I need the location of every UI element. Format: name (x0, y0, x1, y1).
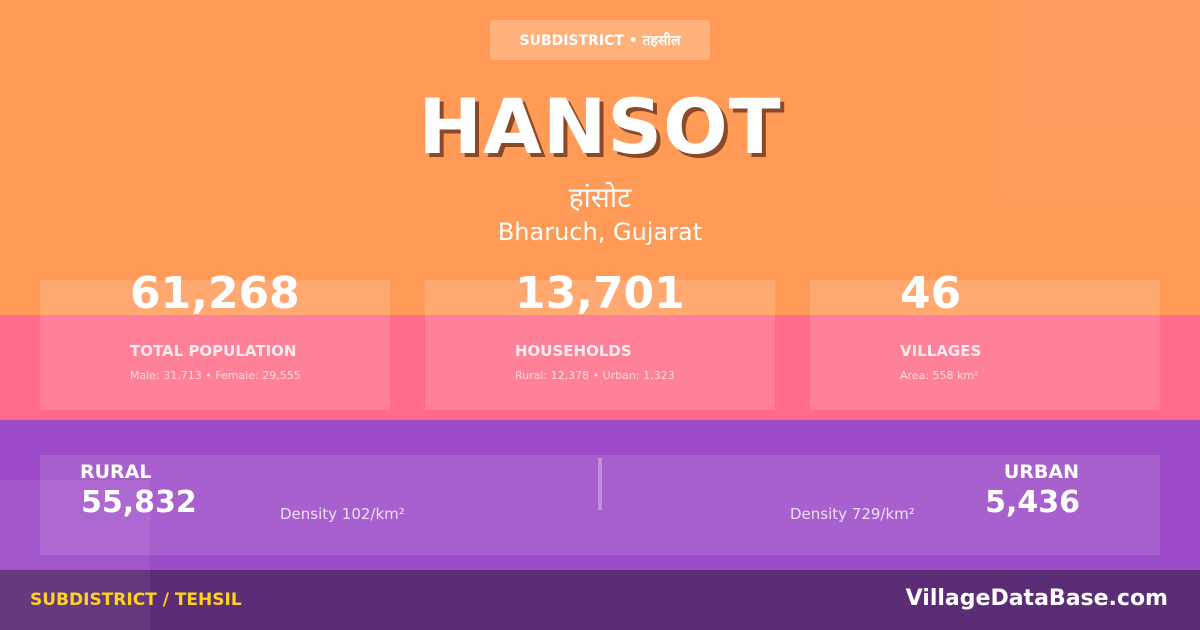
stat-sub: Area: 558 km² (900, 369, 979, 382)
decorative-square (1000, 0, 1200, 200)
site-brand: VillageDataBase.com (905, 586, 1168, 611)
stat-value: 13,701 (515, 268, 685, 319)
title-hindi: हांसोट (568, 181, 632, 214)
rural-label: RURAL (80, 461, 152, 483)
rural-urban-panel (40, 455, 1160, 555)
decorative-square (0, 480, 150, 630)
stat-value: 46 (900, 268, 962, 319)
rural-density: Density 102/km² (280, 505, 405, 523)
location: Bharuch, Gujarat (497, 218, 703, 246)
stat-sub: Rural: 12,378 • Urban: 1,323 (515, 369, 675, 382)
top-band (0, 0, 1200, 315)
stat-label: TOTAL POPULATION (130, 342, 297, 360)
urban-value: 5,436 (985, 485, 1080, 520)
stat-card-population: 61,268 TOTAL POPULATION Male: 31,713 • F… (40, 268, 390, 410)
type-badge: SUBDISTRICT • तहसील (490, 20, 710, 60)
stat-card-villages: 46 VILLAGES Area: 558 km² (810, 268, 1160, 410)
stat-card-households: 13,701 HOUSEHOLDS Rural: 12,378 • Urban:… (425, 268, 775, 410)
stat-sub: Male: 31,713 • Female: 29,555 (130, 369, 301, 382)
rural-value: 55,832 (81, 485, 197, 520)
stat-label: HOUSEHOLDS (515, 342, 632, 360)
urban-label: URBAN (1003, 461, 1079, 483)
stat-value: 61,268 (130, 268, 300, 319)
page-title: HANSOT (418, 82, 782, 171)
stat-label: VILLAGES (900, 342, 982, 360)
middle-band (0, 315, 1200, 420)
divider (598, 458, 602, 510)
urban-density: Density 729/km² (790, 505, 915, 523)
footer-category: SUBDISTRICT / TEHSIL (30, 590, 242, 610)
footer-band (0, 570, 1200, 630)
lower-band (0, 420, 1200, 570)
